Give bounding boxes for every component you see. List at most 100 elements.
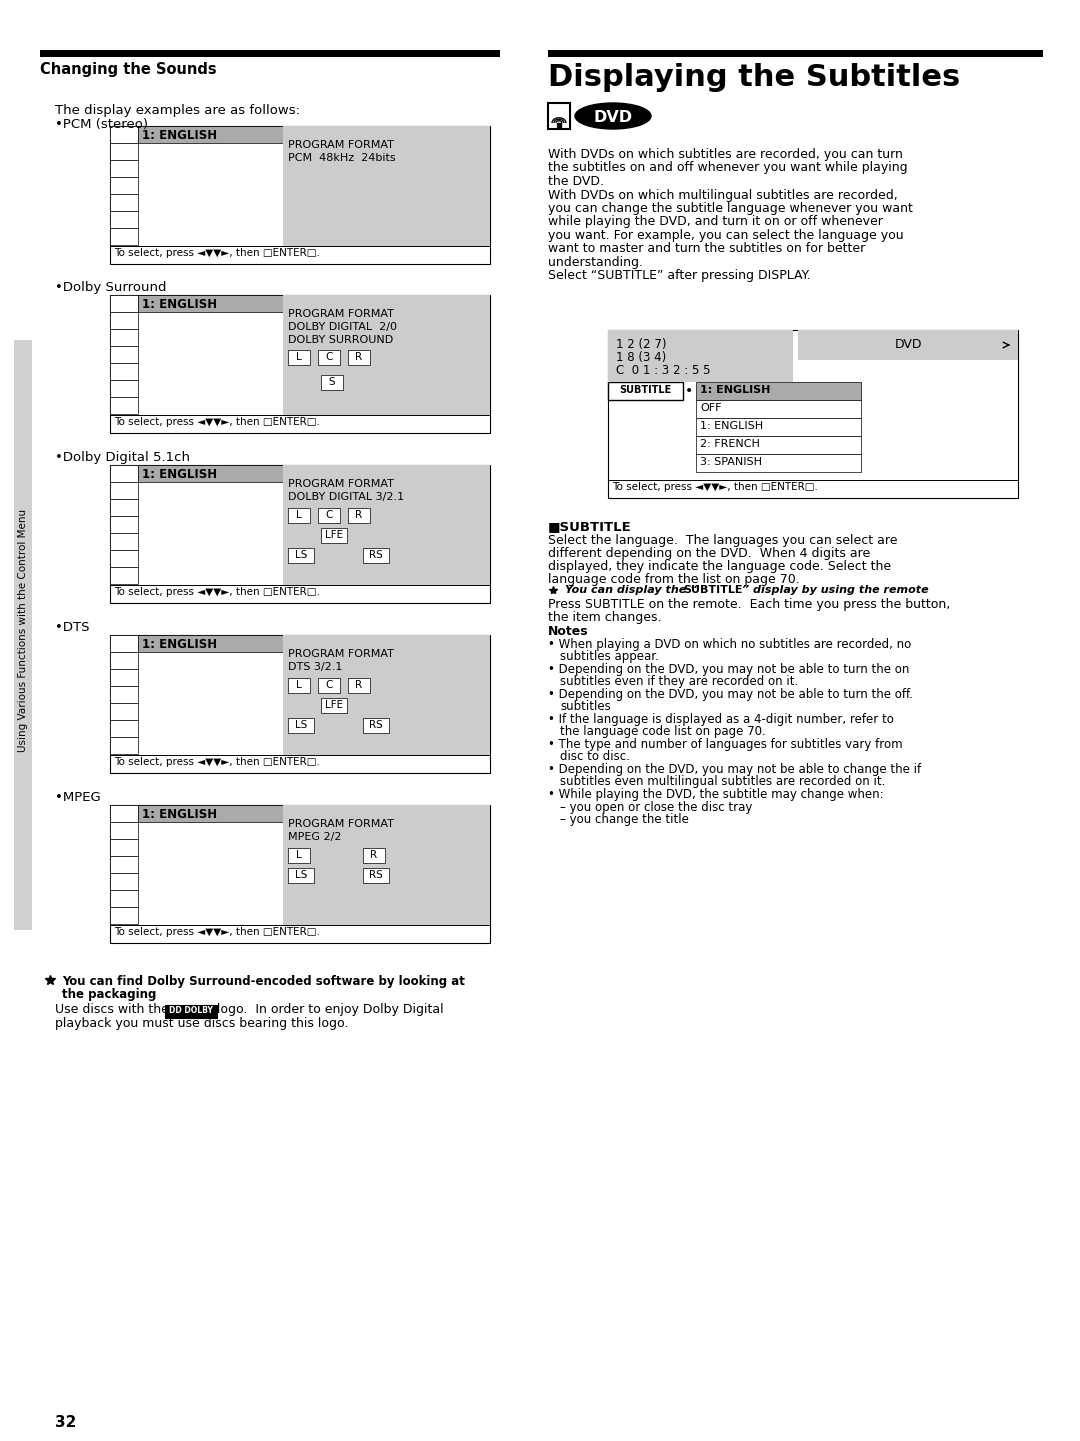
Text: LFE: LFE [325, 530, 343, 540]
Text: the item changes.: the item changes. [548, 611, 661, 624]
Text: To select, press ◄▼▼►, then □ENTER□.: To select, press ◄▼▼►, then □ENTER□. [114, 248, 320, 258]
Text: C: C [325, 680, 333, 690]
Bar [110, 125, 138, 143]
Text: SUBTITLE: SUBTITLE [683, 585, 743, 595]
Bar [110, 906, 138, 924]
Text: you can change the subtitle language whenever you want: you can change the subtitle language whe… [548, 202, 913, 215]
Text: PROGRAM FORMAT: PROGRAM FORMAT [288, 308, 394, 318]
Text: LS: LS [295, 870, 307, 880]
Bar [40, 50, 500, 58]
Text: Press SUBTITLE on the remote.  Each time you press the button,: Press SUBTITLE on the remote. Each time … [548, 598, 950, 611]
Bar [548, 102, 570, 130]
Bar [110, 195, 138, 210]
Text: displayed, they indicate the language code. Select the: displayed, they indicate the language co… [548, 561, 891, 574]
Bar [696, 401, 861, 418]
Text: C: C [325, 510, 333, 520]
Text: PROGRAM FORMAT: PROGRAM FORMAT [288, 140, 394, 150]
Bar [110, 499, 138, 516]
Text: RS: RS [369, 550, 383, 561]
Text: •Dolby Surround: •Dolby Surround [55, 281, 166, 294]
Text: 1 2 (2 7): 1 2 (2 7) [616, 339, 666, 352]
Bar [110, 873, 138, 891]
Text: • Depending on the DVD, you may not be able to turn the on: • Depending on the DVD, you may not be a… [548, 663, 909, 676]
Text: 1: ENGLISH: 1: ENGLISH [141, 298, 217, 311]
Bar [363, 867, 389, 883]
Bar [363, 847, 384, 863]
Bar [363, 548, 389, 563]
Text: DTS 3/2.1: DTS 3/2.1 [288, 661, 342, 672]
Text: the DVD.: the DVD. [548, 174, 604, 187]
Text: subtitles appear.: subtitles appear. [561, 650, 659, 663]
Text: •MPEG: •MPEG [55, 791, 100, 804]
Text: To select, press ◄▼▼►, then □ENTER□.: To select, press ◄▼▼►, then □ENTER□. [114, 757, 320, 767]
Text: DOLBY SURROUND: DOLBY SURROUND [288, 334, 393, 344]
Bar [110, 295, 138, 313]
Text: PROGRAM FORMAT: PROGRAM FORMAT [288, 818, 394, 829]
Bar [110, 550, 138, 566]
Text: subtitles: subtitles [561, 700, 611, 713]
Text: 1: ENGLISH: 1: ENGLISH [700, 421, 764, 431]
Bar [110, 839, 138, 856]
Text: LFE: LFE [325, 700, 343, 710]
Bar [288, 718, 314, 733]
Bar [110, 228, 138, 245]
Text: PROGRAM FORMAT: PROGRAM FORMAT [288, 648, 394, 659]
Bar [696, 454, 861, 473]
Text: the subtitles on and off whenever you want while playing: the subtitles on and off whenever you wa… [548, 161, 907, 174]
Bar [110, 346, 138, 363]
Text: ■SUBTITLE: ■SUBTITLE [548, 520, 632, 533]
Bar [110, 363, 138, 380]
Bar [110, 398, 138, 414]
Text: DVD: DVD [593, 110, 633, 125]
Text: 1: ENGLISH: 1: ENGLISH [141, 638, 217, 651]
Text: You can find Dolby Surround-encoded software by looking at: You can find Dolby Surround-encoded soft… [62, 976, 464, 989]
Text: LS: LS [295, 720, 307, 731]
Bar [110, 806, 138, 821]
Text: subtitles even multilingual subtitles are recorded on it.: subtitles even multilingual subtitles ar… [561, 775, 886, 788]
Text: Select the language.  The languages you can select are: Select the language. The languages you c… [548, 535, 897, 548]
Text: R: R [355, 352, 363, 362]
Text: • When playing a DVD on which no subtitles are recorded, no: • When playing a DVD on which no subtitl… [548, 638, 912, 651]
Bar [288, 847, 310, 863]
Bar [608, 330, 793, 382]
Text: 1: ENGLISH: 1: ENGLISH [141, 130, 217, 143]
Text: • Depending on the DVD, you may not be able to turn the off.: • Depending on the DVD, you may not be a… [548, 687, 913, 700]
Text: With DVDs on which multilingual subtitles are recorded,: With DVDs on which multilingual subtitle… [548, 189, 897, 202]
Text: LS: LS [295, 550, 307, 561]
Bar [138, 806, 283, 821]
Bar [110, 125, 490, 264]
Bar [283, 635, 490, 755]
Text: DD DOLBY: DD DOLBY [170, 1006, 213, 1014]
Text: Changing the Sounds: Changing the Sounds [40, 62, 217, 76]
Text: DVD: DVD [894, 339, 921, 352]
Text: L: L [296, 850, 302, 860]
Text: disc to disc.: disc to disc. [561, 749, 630, 762]
Bar [288, 509, 310, 523]
Bar [110, 143, 138, 160]
Bar [110, 380, 138, 398]
Text: the language code list on page 70.: the language code list on page 70. [561, 725, 766, 738]
Text: MPEG 2/2: MPEG 2/2 [288, 831, 341, 842]
Bar [110, 313, 138, 329]
Bar [110, 465, 490, 602]
Text: To select, press ◄▼▼►, then □ENTER□.: To select, press ◄▼▼►, then □ENTER□. [114, 927, 320, 937]
Bar [138, 635, 283, 651]
Bar [110, 481, 138, 499]
Text: With DVDs on which subtitles are recorded, you can turn: With DVDs on which subtitles are recorde… [548, 148, 903, 161]
Text: you want. For example, you can select the language you: you want. For example, you can select th… [548, 229, 904, 242]
Ellipse shape [575, 102, 651, 130]
Bar [110, 686, 138, 703]
Text: OFF: OFF [700, 403, 721, 414]
Bar [110, 177, 138, 195]
Text: 1 8 (3 4): 1 8 (3 4) [616, 352, 666, 365]
Text: want to master and turn the subtitles on for better: want to master and turn the subtitles on… [548, 242, 865, 255]
Text: To select, press ◄▼▼►, then □ENTER□.: To select, press ◄▼▼►, then □ENTER□. [114, 416, 320, 427]
Bar [110, 635, 490, 772]
Bar [110, 651, 138, 669]
Text: S: S [328, 378, 335, 388]
Bar [288, 350, 310, 365]
Text: R: R [370, 850, 378, 860]
Bar [283, 295, 490, 415]
Text: RS: RS [369, 870, 383, 880]
Text: 1: ENGLISH: 1: ENGLISH [141, 468, 217, 481]
